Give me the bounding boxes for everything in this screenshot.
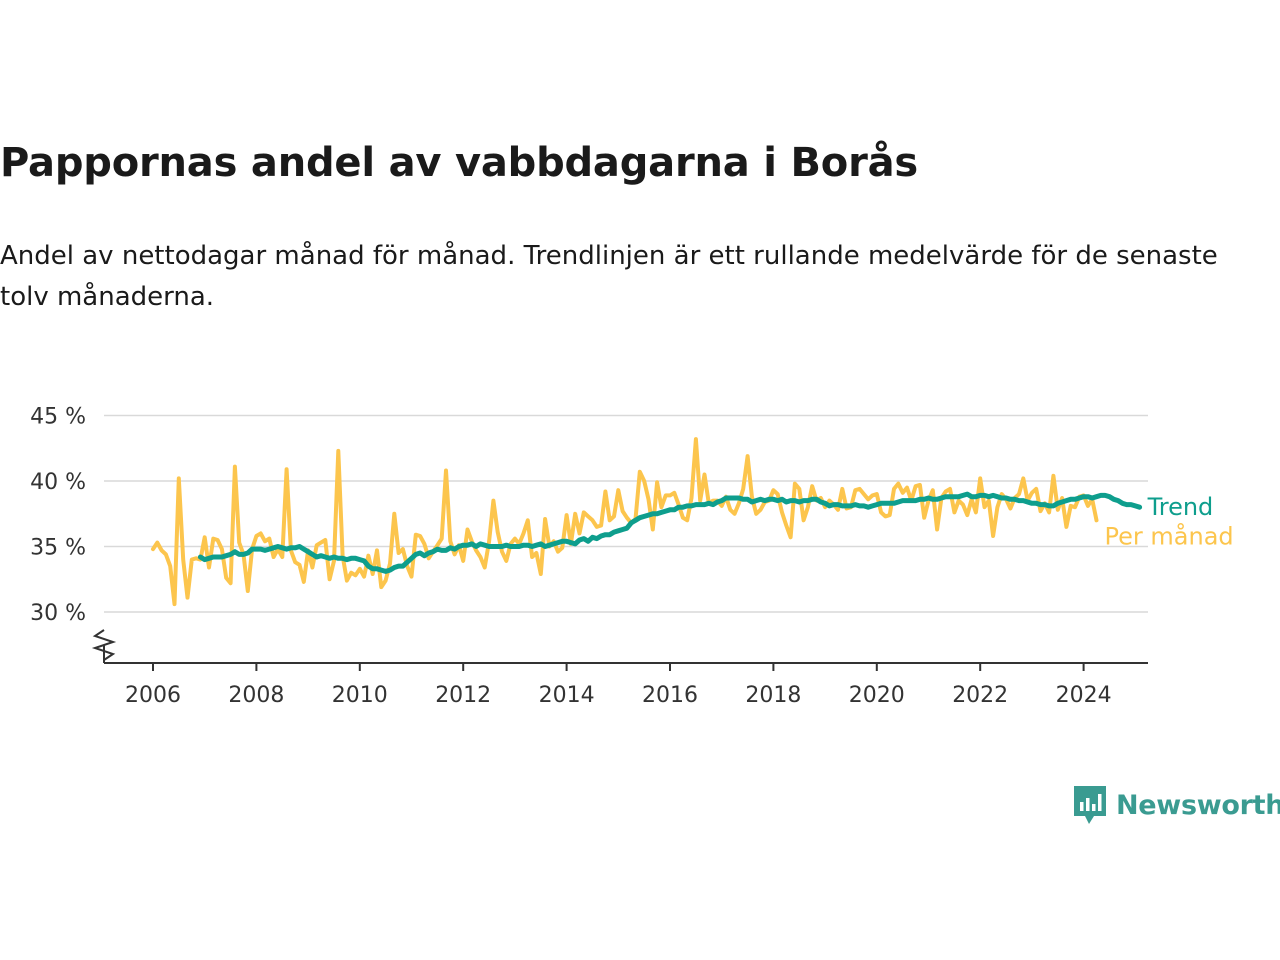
x-tick-label: 2014 [539,683,595,708]
x-tick-label: 2024 [1056,683,1112,708]
y-tick-label: 40 % [30,470,86,495]
x-tick-label: 2006 [125,683,181,708]
trend-series-label: Trend [1147,493,1214,521]
brand-name: Newsworthy [1116,789,1280,821]
monthly-series-label: Per månad [1105,521,1234,550]
x-tick-label: 2016 [642,683,698,708]
trend-line [197,491,1143,574]
x-tick-label: 2022 [952,683,1008,708]
x-tick-label: 2010 [332,683,388,708]
x-tick-label: 2008 [228,683,284,708]
monthly-line [151,437,1099,607]
chart-title: Pappornas andel av vabbdagarna i Borås [0,140,919,186]
chart-subtitle: Andel av nettodagar månad för månad. Tre… [0,241,1218,312]
y-tick-label: 35 % [30,536,86,561]
x-tick-label: 2020 [849,683,905,708]
y-tick-label: 45 % [30,405,86,430]
chart-speech-bubble-icon [1074,786,1106,824]
x-tick-label: 2012 [435,683,491,708]
newsworthy-logo: Newsworthy [1072,784,1280,826]
x-axis: 2006 2008 2010 2012 2014 2016 2018 2020 2022 2024 [91,629,1148,708]
y-tick-label: 30 % [30,601,86,626]
axis-break-icon [91,629,117,661]
y-axis-labels: 30 % 35 % 40 % 45 % [30,405,86,627]
x-tick-label: 2018 [745,683,801,708]
series-lines [151,437,1143,607]
